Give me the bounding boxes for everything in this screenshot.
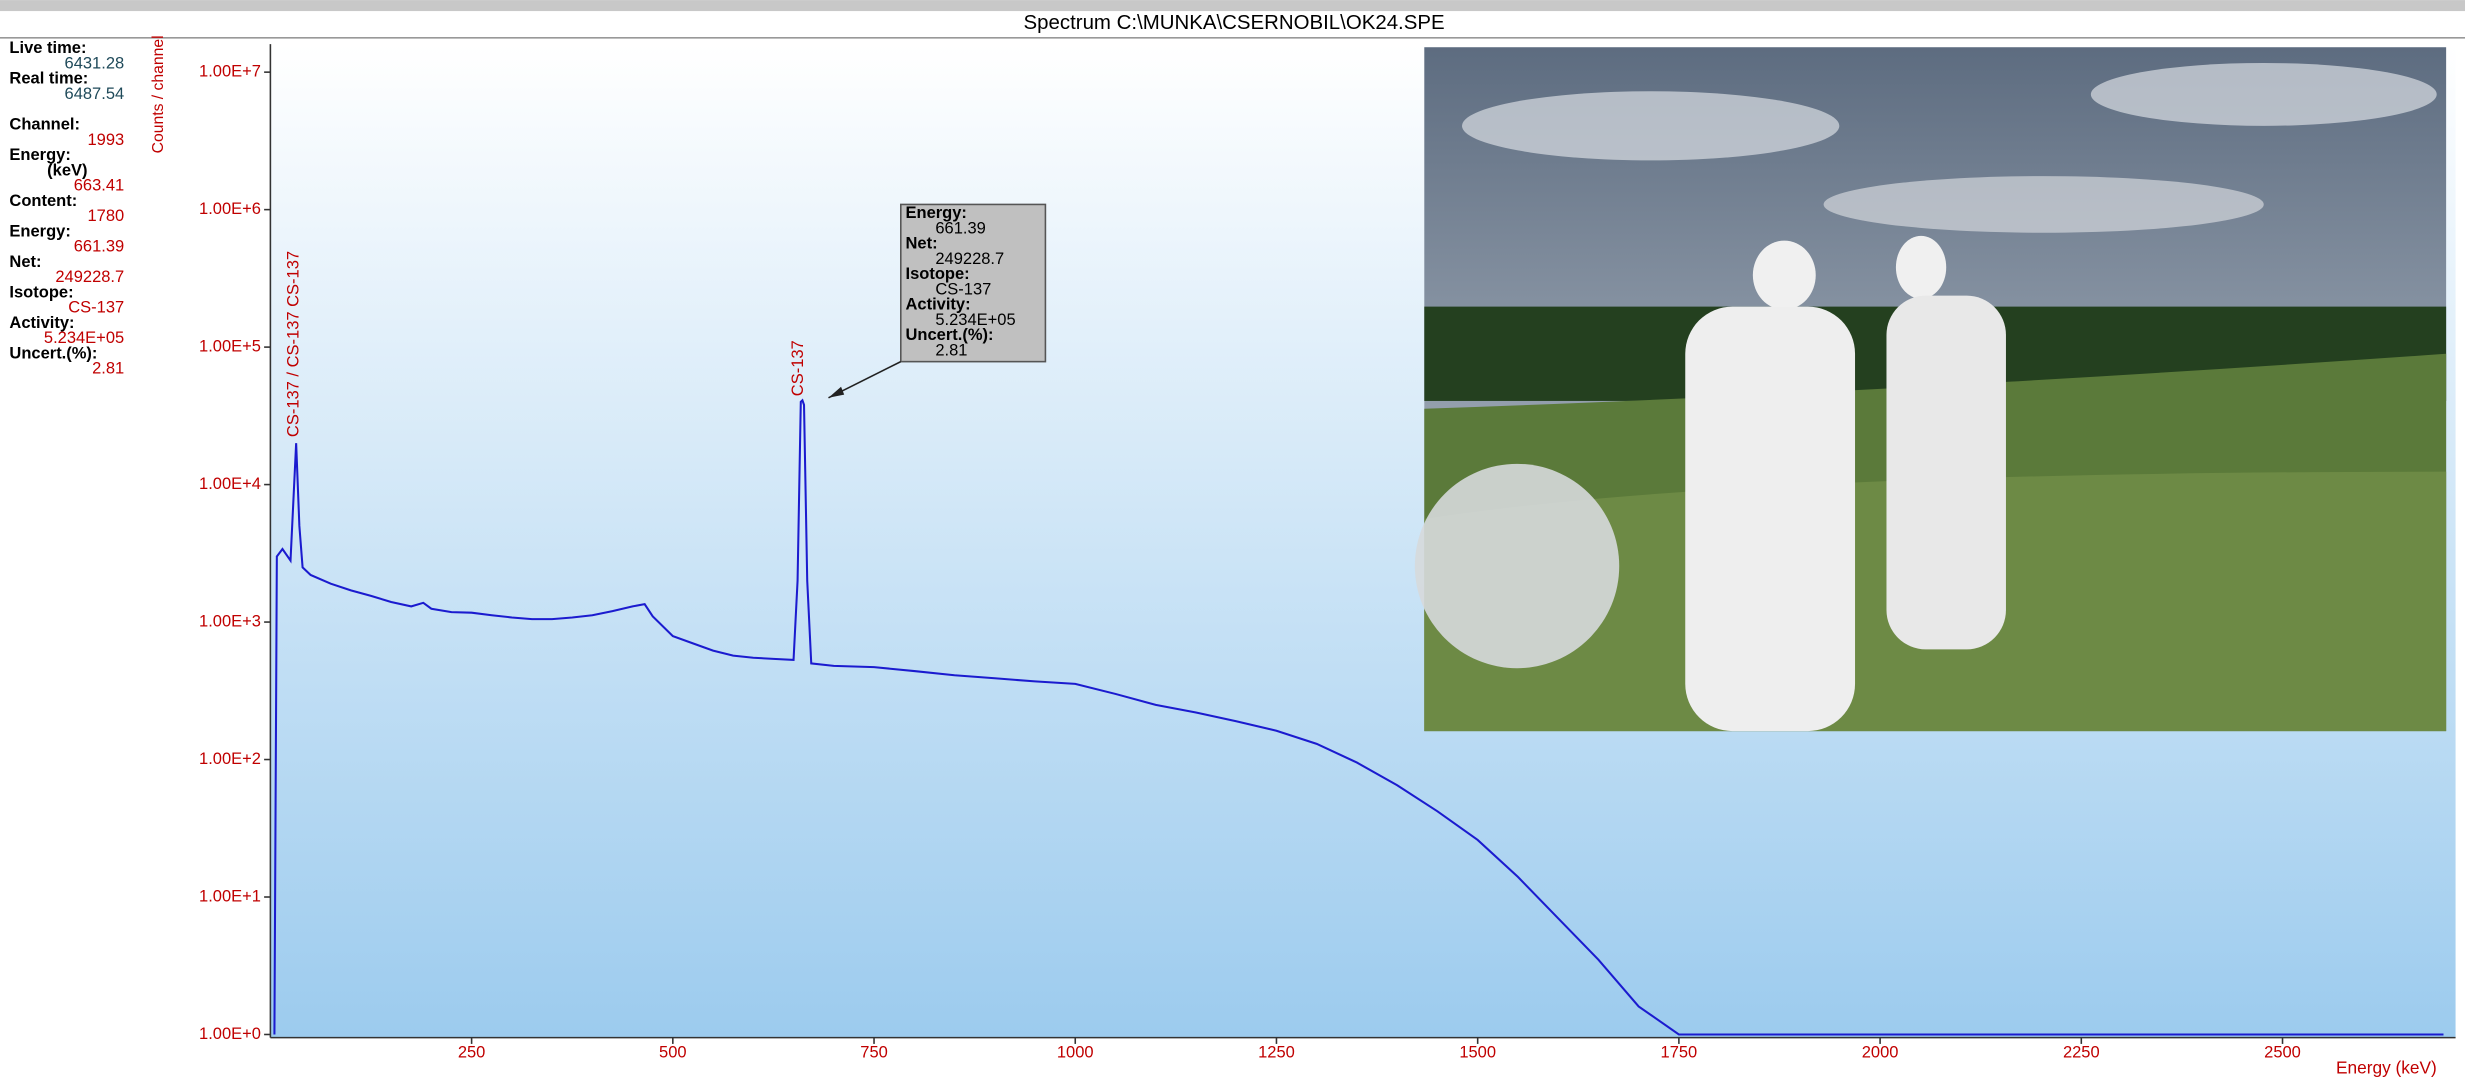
photo-person: [1685, 307, 1855, 731]
x-tick-label: 2000: [1862, 1044, 1899, 1062]
x-tick-label: 1250: [1258, 1044, 1295, 1062]
x-axis-label: Energy (keV): [2336, 1058, 2437, 1078]
panel-label: Uncert.(%):: [9, 344, 97, 362]
photo-cloud: [1462, 91, 1839, 160]
x-tick-label: 250: [458, 1044, 486, 1062]
photo: [1415, 47, 2446, 731]
y-tick-label: 1.00E+6: [199, 200, 261, 218]
panel-value: 661.39: [74, 238, 124, 256]
x-tick-label: 750: [860, 1044, 888, 1062]
peak-label: CS-137 / CS-137 CS-137: [284, 251, 302, 437]
y-tick-label: 1.00E+2: [199, 750, 261, 768]
y-tick-label: 1.00E+4: [199, 475, 261, 493]
peak-label: CS-137: [789, 340, 807, 396]
x-tick-label: 2250: [2063, 1044, 2100, 1062]
tooltip-value: 2.81: [935, 341, 967, 359]
y-tick-label: 1.00E+0: [199, 1025, 261, 1043]
panel-label: Content:: [9, 192, 77, 210]
photo-person: [1886, 296, 2005, 650]
y-axis-label: Counts / channel: [150, 35, 167, 153]
app-window: Spectrum C:\MUNKA\CSERNOBIL\OK24.SPE Ene…: [0, 0, 2465, 1088]
title-bar: [0, 0, 2465, 11]
panel-value: 663.41: [74, 177, 124, 195]
photo-person: [1753, 241, 1816, 310]
tooltip-value: 661.39: [935, 219, 985, 237]
panel-value: 2.81: [92, 360, 124, 378]
y-tick-label: 1.00E+3: [199, 612, 261, 630]
chart-title: Spectrum C:\MUNKA\CSERNOBIL\OK24.SPE: [1024, 12, 1445, 34]
x-tick-label: 2500: [2264, 1044, 2301, 1062]
panel-value: 6487.54: [65, 85, 125, 103]
x-tick-label: 1500: [1459, 1044, 1496, 1062]
panel-label: Channel:: [9, 116, 80, 134]
photo-bag: [1415, 464, 1619, 668]
y-tick-label: 1.00E+5: [199, 337, 261, 355]
panel-value: CS-137: [68, 299, 124, 317]
x-tick-label: 500: [659, 1044, 687, 1062]
photo-cloud: [1824, 176, 2264, 233]
panel-label: Net:: [9, 253, 41, 271]
tooltip-label: Net:: [906, 235, 938, 253]
photo-person: [1896, 236, 1946, 299]
x-tick-label: 1000: [1057, 1044, 1094, 1062]
panel-label: Isotope:: [9, 283, 73, 301]
y-tick-label: 1.00E+1: [199, 887, 261, 905]
y-tick-label: 1.00E+7: [199, 63, 261, 81]
panel-value: 1780: [87, 207, 124, 225]
x-tick-label: 1750: [1661, 1044, 1698, 1062]
photo-cloud: [2091, 63, 2437, 126]
panel-value: 1993: [87, 131, 124, 149]
panel-label: Energy:: [9, 222, 70, 240]
